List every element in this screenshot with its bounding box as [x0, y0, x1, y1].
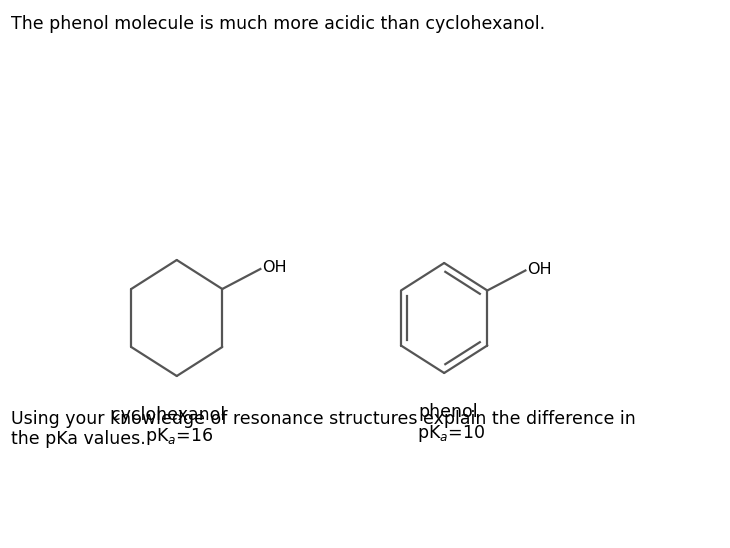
Text: The phenol molecule is much more acidic than cyclohexanol.: The phenol molecule is much more acidic … [11, 15, 545, 33]
Text: pK$_a$=10: pK$_a$=10 [418, 423, 485, 444]
Text: Using your knowledge of resonance structures explain the difference in: Using your knowledge of resonance struct… [11, 410, 636, 428]
Text: phenol: phenol [419, 403, 478, 421]
Text: pK$_a$=16: pK$_a$=16 [145, 426, 214, 447]
Text: OH: OH [262, 260, 287, 276]
Text: cyclohexanol: cyclohexanol [110, 406, 225, 424]
Text: the pKa values.: the pKa values. [11, 430, 145, 448]
Text: OH: OH [527, 262, 552, 277]
